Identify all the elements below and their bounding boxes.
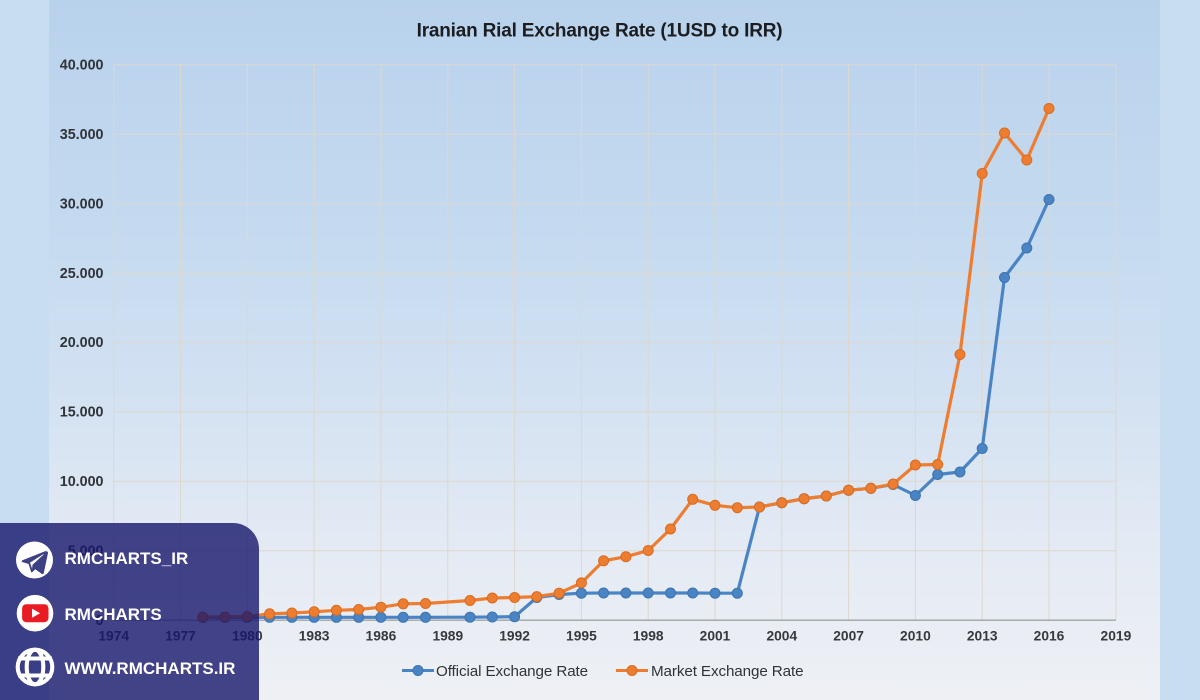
svg-text:2010: 2010: [900, 629, 931, 644]
svg-text:2013: 2013: [967, 629, 998, 644]
svg-text:35.000: 35.000: [60, 127, 104, 143]
svg-text:Market Exchange Rate: Market Exchange Rate: [651, 663, 804, 680]
svg-text:1998: 1998: [633, 629, 664, 644]
svg-text:2001: 2001: [700, 629, 731, 644]
svg-text:2016: 2016: [1034, 629, 1065, 644]
svg-text:1989: 1989: [432, 629, 463, 644]
svg-text:2019: 2019: [1101, 629, 1132, 644]
svg-text:Iranian Rial Exchange Rate (1U: Iranian Rial Exchange Rate (1USD to IRR): [417, 21, 783, 42]
svg-text:25.000: 25.000: [60, 266, 104, 282]
svg-text:Official Exchange Rate: Official Exchange Rate: [436, 663, 588, 680]
svg-text:1983: 1983: [299, 629, 330, 644]
svg-text:15.000: 15.000: [60, 405, 104, 421]
svg-text:1992: 1992: [499, 629, 530, 644]
svg-text:1995: 1995: [566, 629, 597, 644]
svg-text:30.000: 30.000: [60, 196, 104, 212]
svg-text:2007: 2007: [833, 629, 864, 644]
svg-text:2004: 2004: [766, 629, 797, 644]
svg-text:40.000: 40.000: [60, 58, 104, 74]
svg-text:1986: 1986: [366, 629, 397, 644]
svg-text:20.000: 20.000: [60, 335, 104, 351]
svg-text:10.000: 10.000: [60, 474, 104, 490]
